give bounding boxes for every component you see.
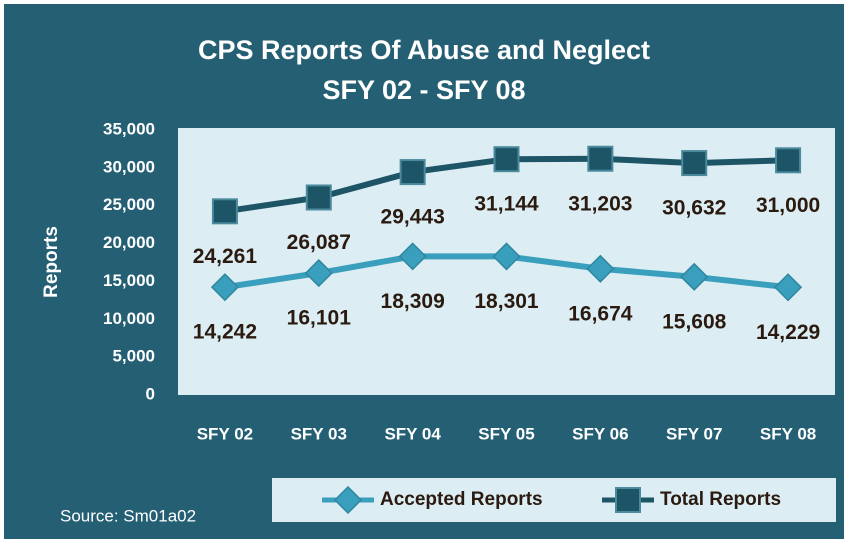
data-point [681, 150, 708, 177]
y-axis-label: Reports [41, 226, 62, 298]
y-tick-label: 0 [146, 384, 155, 403]
data-point [775, 147, 802, 174]
legend-marker [615, 487, 641, 513]
data-label: 16,101 [287, 307, 352, 330]
data-label: 16,674 [568, 302, 633, 325]
x-tick-label: SFY 04 [384, 424, 441, 443]
x-tick-label: SFY 03 [291, 424, 347, 443]
data-point [586, 254, 615, 283]
y-tick-label: 35,000 [103, 119, 155, 138]
source-note: Source: Sm01a02 [60, 506, 196, 525]
data-label: 31,000 [756, 194, 820, 217]
x-tick-label: SFY 08 [760, 424, 816, 443]
data-label: 24,261 [193, 245, 258, 268]
data-label: 18,309 [381, 290, 445, 313]
x-tick-label: SFY 06 [572, 424, 628, 443]
data-label: 26,087 [287, 231, 351, 254]
data-label: 15,608 [662, 310, 727, 333]
data-point [398, 242, 427, 271]
x-tick-label: SFY 05 [478, 424, 534, 443]
data-label: 18,301 [474, 290, 539, 313]
data-point [493, 146, 520, 173]
y-tick-label: 20,000 [103, 233, 155, 252]
data-point [304, 259, 333, 288]
data-point [774, 273, 803, 302]
data-point [587, 145, 614, 172]
legend-marker [333, 485, 363, 515]
data-point [399, 159, 426, 186]
y-tick-label: 10,000 [103, 309, 155, 328]
data-point [305, 184, 332, 211]
data-point [211, 198, 238, 225]
data-point [210, 273, 239, 302]
data-label: 31,144 [474, 193, 539, 216]
x-tick-label: SFY 07 [666, 424, 722, 443]
data-point [680, 262, 709, 291]
y-tick-label: 25,000 [103, 195, 155, 214]
x-tick-label: SFY 02 [197, 424, 253, 443]
legend-label: Accepted Reports [380, 489, 543, 510]
chart-subtitle: SFY 02 - SFY 08 [322, 75, 525, 105]
chart-title: CPS Reports Of Abuse and Neglect [198, 35, 650, 65]
y-tick-label: 15,000 [103, 271, 155, 290]
data-label: 30,632 [662, 197, 726, 220]
data-label: 14,229 [756, 321, 820, 344]
data-label: 14,242 [193, 321, 257, 344]
y-tick-label: 5,000 [112, 347, 155, 366]
legend-label: Total Reports [660, 489, 781, 510]
data-label: 31,203 [568, 192, 632, 215]
data-label: 29,443 [381, 206, 445, 229]
y-tick-label: 30,000 [103, 157, 155, 176]
data-point [492, 242, 521, 271]
